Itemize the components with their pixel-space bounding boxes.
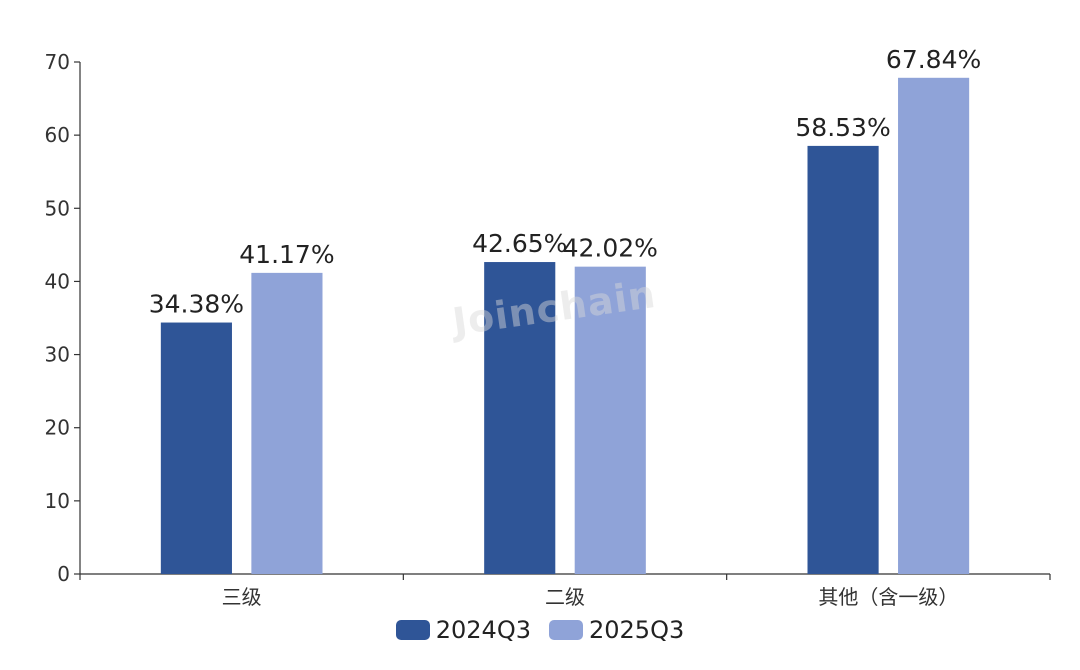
data-labels: 34.38% 41.17% 42.65%42.02% 58.53% 67.84% <box>149 45 982 319</box>
bars <box>160 77 970 575</box>
y-tick-label: 10 <box>45 489 70 513</box>
bar-chart: 0 10 20 30 40 50 60 70 三级 二级 其他（含一级） 34.38% 41.17% 4… <box>45 45 1051 609</box>
y-tick-label: 70 <box>45 50 70 74</box>
legend-label: 2024Q3 <box>435 616 531 644</box>
bar <box>574 266 646 574</box>
bar <box>484 262 556 574</box>
legend-swatch <box>395 620 430 640</box>
data-label: 58.53% <box>795 113 890 142</box>
axes: 0 10 20 30 40 50 60 70 三级 二级 其他（含一级） <box>45 50 1051 609</box>
data-label: 41.17% <box>239 240 334 269</box>
data-label: 42.65% <box>472 229 567 258</box>
y-tick-label: 20 <box>45 416 70 440</box>
bar <box>160 322 232 574</box>
legend-label: 2025Q3 <box>589 616 685 644</box>
y-tick-label: 50 <box>45 196 70 220</box>
x-tick-label: 其他（含一级） <box>818 585 958 609</box>
y-tick-label: 0 <box>57 562 70 586</box>
data-label: 34.38% <box>149 290 244 319</box>
legend: 2024Q3 2025Q3 <box>0 616 1080 644</box>
legend-swatch <box>549 620 583 640</box>
x-tick-label: 二级 <box>545 585 585 609</box>
y-tick-label: 40 <box>45 269 70 293</box>
bar <box>898 77 970 574</box>
data-label: 42.02% <box>563 234 658 263</box>
legend-item[interactable]: 2024Q3 <box>395 616 531 644</box>
y-tick-label: 60 <box>45 123 70 147</box>
bar <box>807 145 879 575</box>
data-label: 67.84% <box>886 45 981 74</box>
bar <box>251 272 323 574</box>
legend-item[interactable]: 2025Q3 <box>549 616 684 644</box>
x-tick-label: 三级 <box>222 585 262 609</box>
y-tick-label: 30 <box>45 343 70 367</box>
